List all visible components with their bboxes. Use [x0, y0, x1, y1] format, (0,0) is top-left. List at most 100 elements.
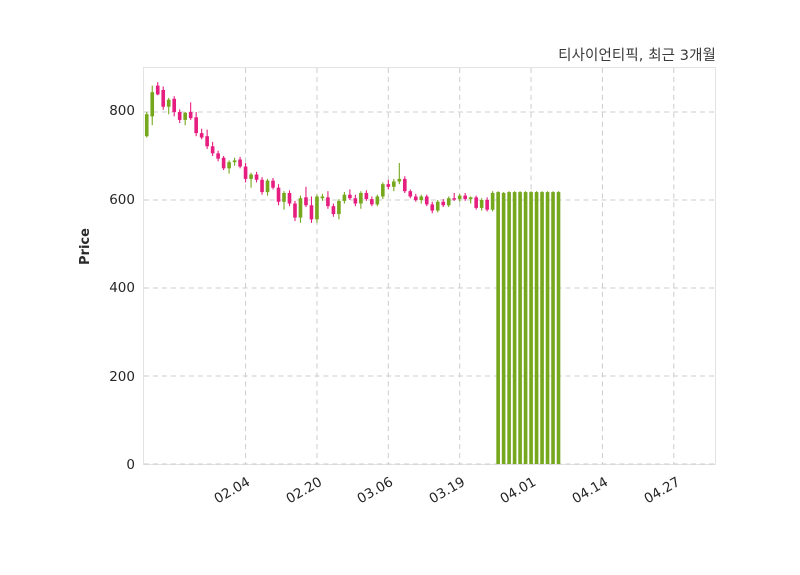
- candlestick-body: [353, 198, 358, 204]
- candlestick: [370, 196, 374, 207]
- candlestick: [199, 128, 204, 140]
- y-axis-tick-labels: 0 200 400 600 800: [0, 0, 143, 575]
- candlestick-body: [408, 191, 413, 197]
- candlestick-body: [172, 98, 177, 112]
- candlestick: [320, 193, 325, 201]
- candlestick: [249, 172, 253, 188]
- candlestick: [188, 102, 193, 120]
- candlestick: [386, 179, 391, 190]
- candlestick-body: [232, 160, 237, 163]
- candlestick-body: [227, 162, 231, 169]
- candlestick: [512, 191, 517, 464]
- candlestick: [337, 199, 341, 220]
- candlestick: [205, 129, 209, 149]
- candlestick: [144, 112, 149, 138]
- candlestick-body: [392, 181, 396, 187]
- candlestick-body: [381, 184, 385, 197]
- candlestick: [155, 82, 160, 96]
- candlestick: [348, 189, 352, 200]
- candlestick: [326, 191, 330, 209]
- candlestick: [221, 156, 226, 171]
- candlestick-body: [370, 199, 374, 205]
- candlestick-body: [551, 192, 555, 464]
- x-tick-label: 03.06: [354, 474, 397, 508]
- candlestick: [523, 191, 528, 464]
- candlestick: [375, 194, 380, 207]
- candlestick: [227, 160, 231, 174]
- candlestick: [183, 112, 187, 126]
- candlestick: [210, 141, 215, 156]
- x-tick-label: 02.04: [211, 474, 253, 508]
- candlestick-body: [424, 196, 429, 205]
- candlestick: [419, 194, 424, 204]
- candlestick-body: [540, 192, 544, 464]
- candlestick-body: [276, 187, 281, 202]
- y-tick-label: 800: [109, 103, 135, 120]
- candlestick-body: [216, 153, 220, 159]
- y-tick-label: 0: [126, 457, 135, 473]
- candlestick: [545, 191, 550, 464]
- candlestick: [232, 157, 237, 166]
- candlestick-body: [446, 198, 451, 206]
- candlestick: [194, 112, 198, 137]
- candlestick-body: [331, 206, 336, 215]
- candlestick-body: [194, 117, 198, 134]
- candlestick-body: [507, 192, 511, 464]
- y-tick-label: 400: [109, 280, 135, 297]
- candlestick: [534, 191, 539, 464]
- candlestick: [424, 194, 429, 207]
- candlestick: [353, 194, 358, 207]
- candlestick-body: [545, 192, 550, 464]
- candlestick-body: [243, 166, 248, 179]
- candlestick-body: [304, 197, 308, 206]
- candlestick-body: [397, 178, 402, 182]
- candlestick-body: [166, 99, 171, 107]
- candlestick-body: [375, 196, 380, 205]
- grid-lines: [144, 68, 715, 465]
- candlestick-body: [254, 174, 259, 180]
- candlestick: [304, 186, 308, 208]
- candlestick: [529, 191, 533, 464]
- candlestick: [457, 193, 462, 202]
- candlestick: [315, 194, 319, 223]
- candlestick: [293, 200, 297, 222]
- candlestick-body: [474, 197, 478, 208]
- candlestick-body: [556, 192, 561, 464]
- candlestick-series: [144, 82, 561, 464]
- candlestick-body: [419, 196, 424, 200]
- candlestick-body: [320, 196, 325, 199]
- candlestick: [490, 191, 495, 212]
- chart-title: 티사이언티픽, 최근 3개월: [558, 48, 716, 64]
- candlestick-body: [463, 195, 467, 200]
- candlestick-body: [177, 112, 182, 120]
- candlestick-wick: [190, 102, 192, 120]
- candlestick: [551, 191, 555, 464]
- candlestick: [238, 156, 242, 169]
- candlestick: [260, 177, 264, 195]
- candlestick: [254, 171, 259, 183]
- candlestick-body: [348, 194, 352, 199]
- x-tick-label: 04.27: [641, 474, 683, 508]
- candlestick-body: [155, 85, 160, 95]
- candlestick: [276, 184, 281, 206]
- candlestick-body: [315, 196, 319, 220]
- candlestick-body: [435, 201, 440, 211]
- candlestick-body: [523, 192, 528, 464]
- candlestick-body: [534, 192, 539, 464]
- candlestick: [287, 190, 292, 207]
- candlestick-body: [359, 192, 363, 204]
- candlestick-body: [249, 174, 253, 179]
- x-tick-label: 04.14: [569, 474, 612, 508]
- candlestick: [161, 86, 166, 110]
- candlestick: [507, 191, 511, 464]
- candlestick-body: [386, 184, 391, 187]
- candlestick-body: [529, 192, 533, 464]
- candlestick-body: [468, 197, 473, 200]
- candlestick: [413, 193, 418, 202]
- candlestick-body: [413, 196, 418, 200]
- candlestick: [342, 192, 347, 204]
- candlestick-body: [501, 192, 506, 464]
- candlestick: [271, 178, 275, 190]
- candlestick-body: [441, 201, 446, 206]
- candlestick-body: [150, 92, 155, 117]
